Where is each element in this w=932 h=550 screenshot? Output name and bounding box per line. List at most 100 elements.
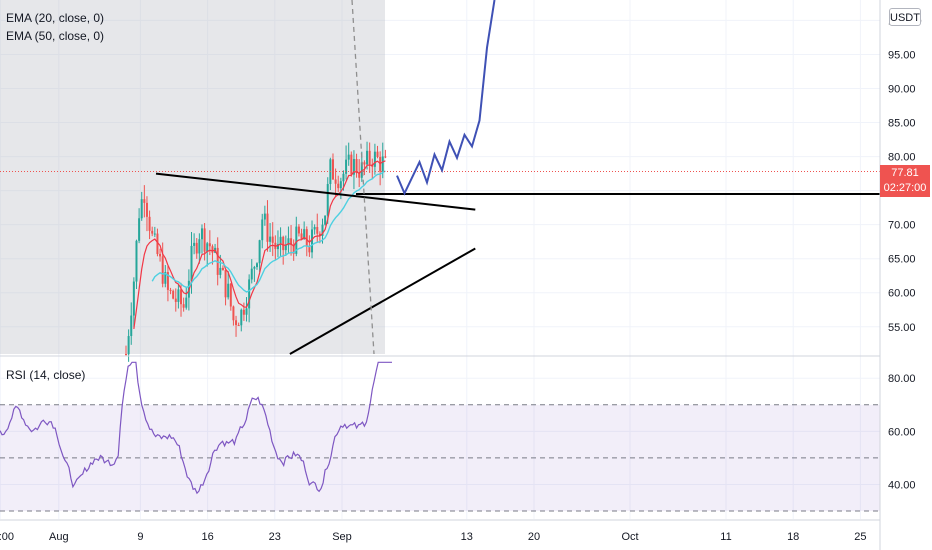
price-tick-label: 65.00 [888,254,916,266]
rsi-bands [0,404,880,512]
candle-body [358,172,361,178]
rsi-line [0,361,392,495]
candle-body [366,150,369,165]
price-tick-label: 55.00 [888,322,916,334]
candle-body [347,154,350,160]
time-tick-label: 9 [137,531,143,543]
time-tick-label: 12:00 [0,531,14,543]
candle-body [321,224,324,236]
time-tick-label: Sep [332,531,352,543]
candle-body [148,216,151,231]
projection-path [396,0,496,196]
triangle-lower-line [289,247,476,355]
candle-body [282,236,285,251]
candle-body [287,238,290,246]
rsi-legend[interactable]: RSI (14, close) [6,368,86,382]
candle-body [195,242,198,254]
candle-body [384,156,387,158]
candle-body [138,218,141,241]
candle-body [185,297,188,308]
candle-body [237,325,240,327]
candle-body [153,233,156,235]
candle-body [303,229,306,240]
candle-body [227,283,230,298]
triangle-upper-line [155,172,476,211]
ema20-legend[interactable]: EMA (20, close, 0) [6,11,105,25]
candle-body [125,354,127,355]
candle-body [130,315,133,337]
candle-body [308,246,311,253]
candle-body [379,156,382,172]
price-tick-label: 60.00 [888,288,916,300]
candle-body [350,154,353,175]
candle-body [261,219,264,241]
ema20-line [133,160,386,330]
candle-body [373,151,376,167]
time-tick-label: Aug [49,531,69,543]
time-tick-label: 16 [201,531,213,543]
candle-body [324,215,327,225]
candle-body [169,289,172,291]
candle-body [193,242,196,246]
candle-body [313,227,316,230]
trendline-drawings [0,0,880,355]
candle-body [334,179,337,184]
candle-body [279,236,282,245]
candle-body [240,309,243,326]
candle-body [326,184,329,216]
currency-selector[interactable]: USDT [889,8,921,26]
candle-body [224,270,227,298]
candle-body [177,289,180,302]
candle-body [363,162,366,165]
price-tick-label: 80.00 [888,152,916,164]
last-price-value: 77.81 [891,167,919,179]
candle-body [182,304,185,308]
time-tick-label: Oct [621,531,638,543]
candle-body [300,233,303,240]
candle-body [355,158,358,173]
candle-body [339,181,342,189]
candle-body [292,244,295,254]
candle-body [166,272,169,290]
candle-body [172,290,175,299]
candle-body [206,243,209,252]
candle-body [337,183,340,189]
candle-body [284,245,287,251]
candle-body [203,228,206,252]
candle-body [180,289,183,305]
ema50-legend[interactable]: EMA (50, close, 0) [6,29,105,43]
candle-body [143,199,146,203]
candle-body [297,226,300,234]
price-tick-label: 90.00 [888,84,916,96]
candle-body [290,238,293,245]
ema-lines [133,160,386,330]
time-tick-label: 25 [854,531,866,543]
rsi-tick-label: 80.00 [888,373,916,385]
candle-body [159,254,162,257]
candle-body [245,308,248,315]
candle-body [269,236,272,242]
candle-body [276,244,279,250]
candlestick-series [125,141,387,362]
candle-body [271,236,274,243]
candle-body [235,320,238,326]
time-tick-label: 23 [269,531,281,543]
candle-body [174,298,177,302]
candle-body [156,233,159,255]
candle-body [151,230,154,234]
candle-body [360,162,363,178]
candle-body [221,267,224,271]
time-tick-label: 18 [787,531,799,543]
time-tick-label: 20 [528,531,540,543]
candle-body [229,283,232,307]
candle-body [295,226,298,254]
candle-body [140,199,143,219]
candle-body [256,263,258,268]
candle-body [164,272,167,284]
ema50-line [151,170,386,293]
candle-body [352,158,355,175]
rsi-tick-label: 60.00 [888,426,916,438]
candle-body [318,233,321,236]
candle-body [250,268,253,280]
